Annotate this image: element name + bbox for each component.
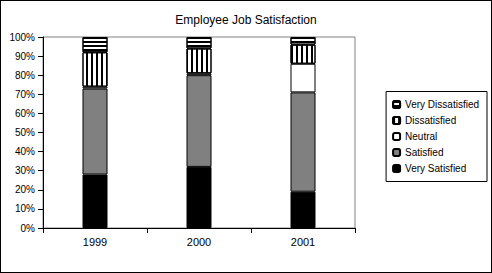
svg-text:90%: 90% xyxy=(15,51,35,62)
svg-text:Very Dissatisfied: Very Dissatisfied xyxy=(405,99,479,110)
svg-text:Neutral: Neutral xyxy=(405,131,437,142)
svg-text:2000: 2000 xyxy=(187,236,211,248)
svg-text:Dissatisfied: Dissatisfied xyxy=(405,115,456,126)
svg-text:2001: 2001 xyxy=(291,236,315,248)
svg-text:0%: 0% xyxy=(21,223,36,234)
svg-text:100%: 100% xyxy=(9,32,35,43)
svg-text:30%: 30% xyxy=(15,165,35,176)
svg-text:50%: 50% xyxy=(15,127,35,138)
svg-text:70%: 70% xyxy=(15,89,35,100)
svg-text:60%: 60% xyxy=(15,108,35,119)
svg-text:1999: 1999 xyxy=(83,236,107,248)
svg-text:Satisfied: Satisfied xyxy=(405,147,443,158)
svg-text:Very Satisfied: Very Satisfied xyxy=(405,163,466,174)
svg-text:10%: 10% xyxy=(15,203,35,214)
svg-text:40%: 40% xyxy=(15,146,35,157)
svg-text:80%: 80% xyxy=(15,70,35,81)
svg-text:Employee Job Satisfaction: Employee Job Satisfaction xyxy=(175,13,316,27)
svg-text:20%: 20% xyxy=(15,184,35,195)
